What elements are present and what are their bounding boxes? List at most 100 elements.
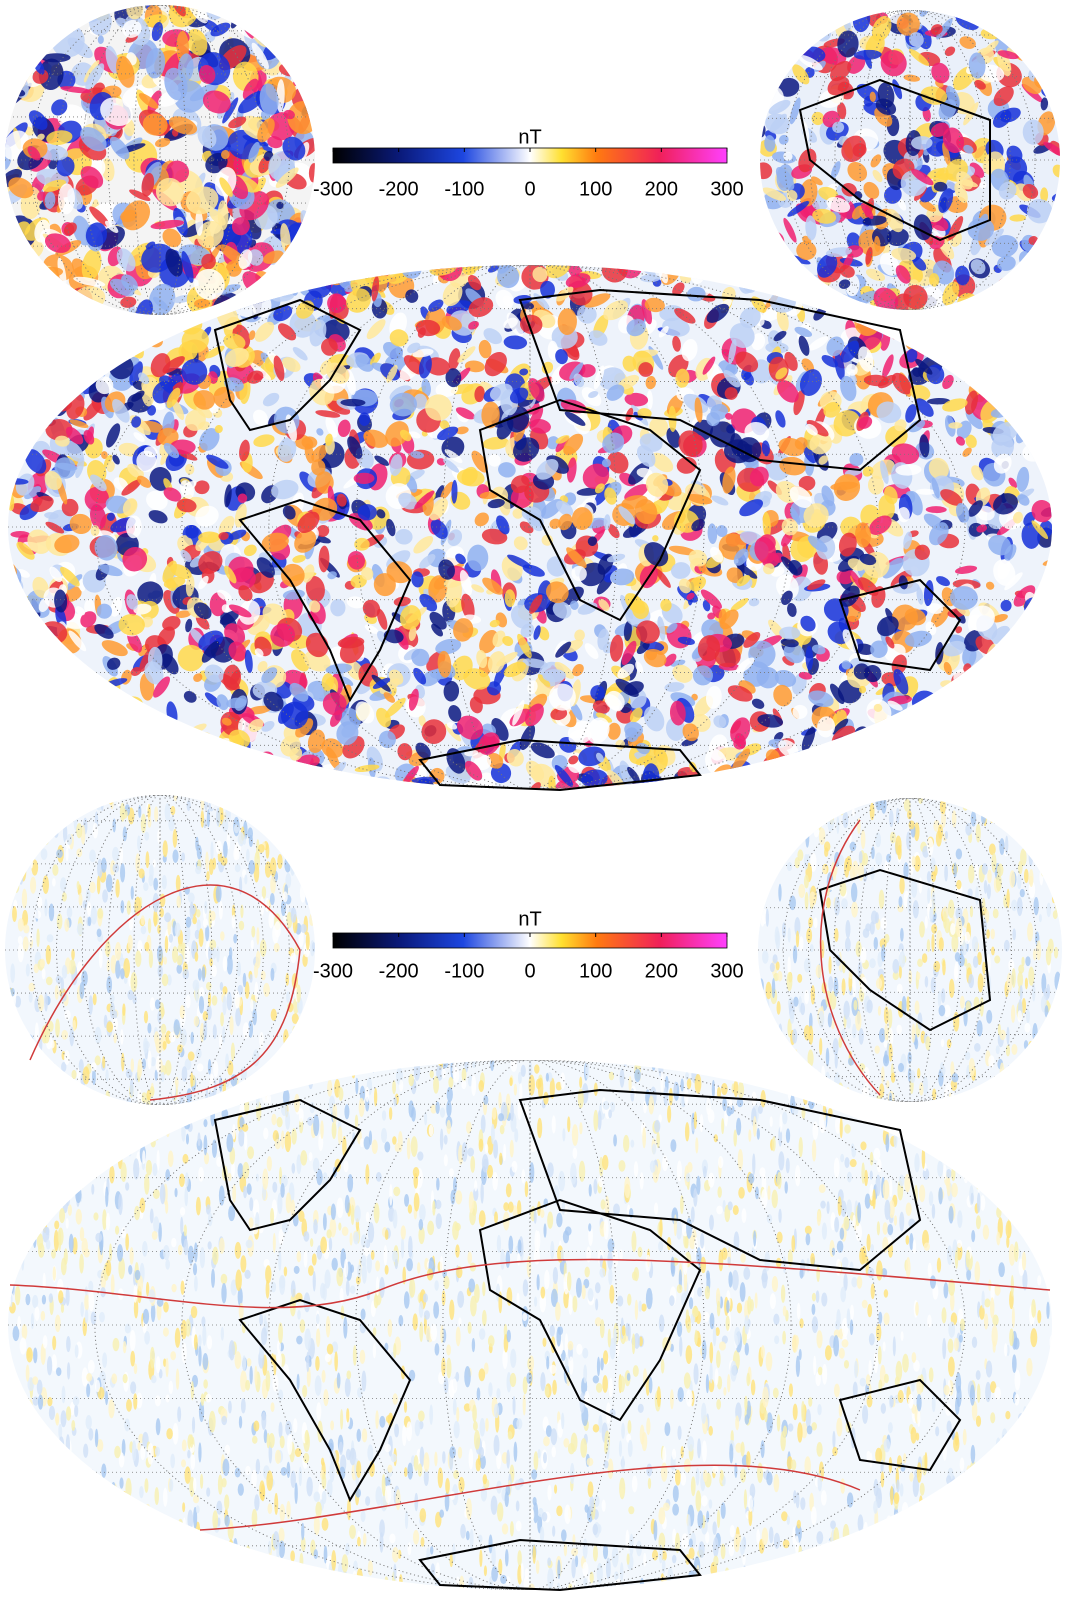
anomaly — [228, 641, 247, 662]
anomaly — [779, 456, 806, 476]
anomaly — [783, 217, 797, 243]
anomaly — [607, 722, 621, 740]
anomaly — [1044, 1005, 1049, 1018]
anomaly — [1019, 273, 1037, 294]
anomaly — [25, 356, 40, 373]
anomaly — [789, 1010, 795, 1024]
anomaly — [78, 1089, 83, 1104]
anomaly — [88, 304, 106, 315]
anomaly — [777, 970, 783, 982]
anomaly — [196, 220, 224, 249]
anomaly — [875, 832, 882, 848]
anomaly — [256, 927, 260, 945]
anomaly — [920, 86, 948, 105]
anomaly — [968, 748, 985, 764]
anomaly — [837, 30, 859, 58]
anomaly — [175, 874, 181, 892]
anomaly — [121, 479, 142, 496]
anomaly — [203, 762, 226, 781]
anomaly — [251, 42, 269, 70]
anomaly — [344, 776, 359, 789]
anomaly — [17, 918, 24, 932]
anomaly — [22, 936, 29, 952]
anomaly — [1005, 1045, 1011, 1057]
anomaly — [716, 269, 731, 283]
anomaly — [261, 667, 278, 684]
anomaly — [646, 609, 666, 622]
anomaly — [865, 247, 873, 265]
anomaly — [168, 116, 198, 135]
anomaly — [985, 667, 1006, 689]
anomaly — [83, 1443, 89, 1458]
anomaly — [155, 1038, 162, 1050]
anomaly — [299, 883, 306, 903]
anomaly — [882, 557, 904, 579]
anomaly — [52, 767, 67, 785]
anomaly — [1042, 67, 1060, 87]
anomaly — [792, 64, 810, 85]
anomaly — [672, 664, 693, 683]
anomaly — [955, 848, 963, 860]
anomaly — [143, 882, 149, 891]
anomaly — [220, 931, 225, 941]
anomaly — [94, 343, 104, 354]
anomaly — [1033, 418, 1052, 439]
anomaly — [932, 1088, 937, 1101]
anomaly — [364, 624, 379, 634]
anomaly — [1048, 1079, 1054, 1089]
anomaly — [857, 863, 865, 881]
anomaly — [574, 629, 585, 642]
anomaly — [1025, 821, 1032, 840]
anomaly — [310, 899, 315, 920]
anomaly — [87, 916, 92, 927]
anomaly — [839, 265, 855, 278]
anomaly — [66, 906, 73, 919]
anomaly — [662, 317, 690, 337]
anomaly — [1038, 42, 1052, 57]
anomaly — [55, 1071, 61, 1081]
anomaly — [650, 452, 674, 473]
anomaly — [1044, 781, 1052, 789]
anomaly — [265, 843, 270, 859]
anomaly — [900, 927, 904, 942]
anomaly — [32, 338, 43, 353]
anomaly — [327, 293, 346, 313]
anomaly — [282, 251, 314, 283]
anomaly — [77, 765, 91, 778]
anomaly — [224, 484, 232, 508]
anomaly — [819, 1037, 823, 1056]
anomaly — [821, 1065, 826, 1084]
anomaly — [926, 769, 948, 786]
anomaly — [171, 1079, 176, 1097]
anomaly — [546, 436, 560, 450]
anomaly — [825, 804, 831, 817]
anomaly — [5, 1008, 11, 1018]
anomaly — [125, 515, 142, 539]
anomaly — [232, 748, 250, 769]
anomaly — [911, 136, 933, 150]
anomaly — [121, 200, 151, 231]
anomaly — [807, 1049, 814, 1068]
anomaly — [83, 347, 95, 360]
anomaly — [964, 390, 978, 415]
anomaly — [990, 713, 1018, 727]
anomaly — [26, 300, 50, 318]
anomaly — [26, 309, 53, 335]
anomaly — [50, 344, 61, 365]
anomaly — [918, 798, 924, 804]
anomaly — [312, 1065, 315, 1080]
anomaly — [926, 939, 931, 953]
anomaly — [81, 248, 102, 282]
anomaly — [803, 854, 809, 870]
anomaly — [879, 252, 900, 276]
anomaly — [250, 939, 254, 950]
anomaly — [968, 338, 990, 363]
anomaly — [1011, 814, 1017, 829]
anomaly — [984, 687, 1011, 711]
anomaly — [65, 748, 77, 776]
anomaly — [30, 849, 34, 869]
anomaly — [1032, 653, 1050, 671]
anomaly — [787, 200, 810, 217]
anomaly — [912, 709, 930, 717]
